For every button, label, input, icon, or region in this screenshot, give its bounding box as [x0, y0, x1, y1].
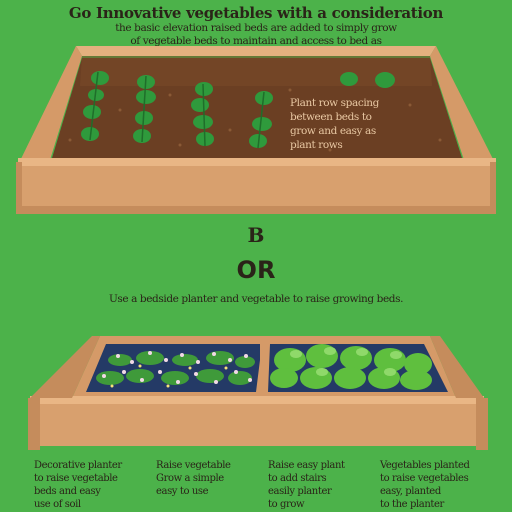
plant-row	[340, 72, 395, 88]
top-bed-plants	[81, 71, 395, 148]
info-column: Decorative planter to raise vegetable be…	[34, 459, 122, 511]
section-letter: B	[247, 223, 265, 247]
top-bed-left-post	[16, 162, 22, 214]
bottom-bed-left-side	[30, 336, 100, 398]
bottom-bed-front-rim	[30, 396, 484, 404]
info-line: Raise easy plant	[268, 460, 345, 471]
bottom-bed-right-side	[430, 336, 484, 398]
info-line: Vegetables planted	[380, 460, 470, 471]
top-raised-bed	[16, 46, 496, 214]
info-column: Raise vegetable Grow a simple easy to us…	[156, 459, 231, 498]
info-line: Raise vegetable	[156, 460, 231, 471]
soil-note-line: Plant row spacing	[290, 97, 379, 109]
info-line: Grow a simple	[156, 473, 224, 484]
top-bed-back-rim	[76, 46, 436, 56]
top-bed-front-board	[18, 158, 496, 208]
section-caption: Use a bedside planter and vegetable to r…	[108, 293, 404, 305]
info-line: easily planter	[268, 486, 332, 497]
bottom-bed-front-board	[30, 396, 484, 446]
top-bed-right-side	[430, 46, 496, 165]
info-column: Raise easy plant to add stairs easily pl…	[268, 459, 345, 511]
top-bed-front-rim	[18, 158, 496, 166]
bottom-bed-left-post	[28, 398, 40, 450]
page-title: Go Innovative vegetables with a consider…	[68, 4, 444, 22]
info-line: to raise vegetable	[34, 473, 118, 484]
bottom-bed-right-post	[476, 398, 488, 450]
top-bed-left-side	[18, 46, 82, 165]
info-line: to the planter	[380, 499, 444, 510]
info-line: to raise vegetables	[380, 473, 469, 484]
top-bed-right-post	[490, 162, 496, 214]
soil-note-line: plant rows	[290, 139, 343, 151]
info-line: Decorative planter	[34, 460, 122, 471]
info-line: to grow	[268, 499, 305, 510]
subtitle-line: the basic elevation raised beds are adde…	[115, 22, 397, 34]
info-line: easy to use	[156, 486, 209, 497]
info-line: beds and easy	[34, 486, 101, 497]
info-column: Vegetables planted to raise vegetables e…	[380, 459, 470, 511]
soil-note-line: between beds to	[290, 111, 372, 123]
top-bed-base	[16, 206, 494, 214]
info-line: easy, planted	[380, 486, 441, 497]
info-line: use of soil	[34, 499, 81, 510]
bottom-bed-flowers	[96, 351, 255, 388]
page-subtitle: the basic elevation raised beds are adde…	[60, 22, 452, 48]
top-bed-stems	[89, 71, 265, 149]
top-bed-soil-texture	[68, 88, 442, 152]
soil-note: Plant row spacing between beds to grow a…	[290, 96, 430, 152]
soil-note-line: grow and easy as	[290, 125, 376, 137]
info-line: to add stairs	[268, 473, 327, 484]
bottom-bed-greens-highlights	[290, 347, 402, 376]
bottom-bed-divider	[260, 344, 270, 394]
section-word: OR	[236, 256, 276, 284]
subtitle-line: of vegetable beds to maintain and access…	[130, 35, 382, 47]
